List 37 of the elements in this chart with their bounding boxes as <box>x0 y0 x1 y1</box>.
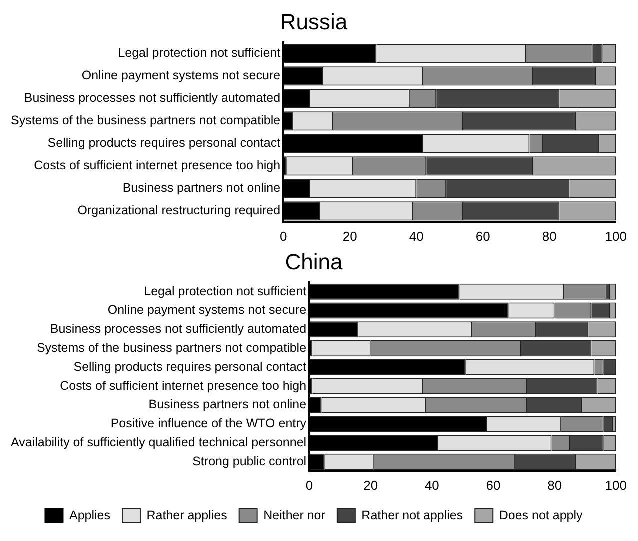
y-tick-label: Online payment systems not secure <box>108 303 307 318</box>
x-tick-label: 80 <box>548 478 562 493</box>
x-tick-label: 0 <box>306 478 314 493</box>
y-tick-label: Business processes not sufficiently automated <box>24 91 281 106</box>
y-tick-label: Selling products requires personal contact <box>74 360 308 374</box>
x-tick-label: 40 <box>424 478 440 493</box>
y-tick-label: Business partners not online <box>148 398 307 412</box>
x-tick-label: 0 <box>280 228 288 244</box>
y-tick-label: Legal protection not sufficient <box>144 284 308 298</box>
y-tick-label: Selling products requires personal contact <box>48 136 282 150</box>
x-tick-label: 80 <box>542 228 557 244</box>
x-tick-label: 20 <box>342 228 358 244</box>
legend-label: Rather not applies <box>362 508 464 522</box>
y-tick-label: Costs of sufficient internet presence too high <box>34 158 281 173</box>
y-tick-label: Availability of sufficiently qualified technical personnel <box>11 436 307 450</box>
x-tick-label: 60 <box>486 478 501 493</box>
x-tick-label: 100 <box>605 478 628 493</box>
chart-title: Russia <box>280 9 348 34</box>
legend-label: Does not apply <box>499 508 584 522</box>
y-tick-label: Positive influence of the WTO entry <box>110 416 308 431</box>
legend-label: Neither nor <box>264 508 326 522</box>
y-tick-label: Strong public control <box>192 454 307 468</box>
y-tick-label: Online payment systems not secure <box>82 68 281 83</box>
x-tick-label: 100 <box>605 228 628 244</box>
chart-title: China <box>285 249 344 274</box>
legend-label: Applies <box>69 508 110 522</box>
x-tick-label: 20 <box>364 478 378 493</box>
y-tick-label: Organizational restructuring required <box>78 204 281 218</box>
y-tick-label: Systems of the business partners not compatible <box>10 114 281 128</box>
y-tick-label: Business partners not online <box>122 181 281 196</box>
y-tick-label: Costs of sufficient internet presence too high <box>60 378 307 393</box>
y-tick-label: Legal protection not sufficient <box>118 46 282 60</box>
legend-label: Rather applies <box>146 508 228 522</box>
x-tick-label: 60 <box>476 228 490 244</box>
y-tick-label: Business processes not sufficiently automated <box>50 322 307 336</box>
x-tick-label: 40 <box>409 228 424 244</box>
y-tick-label: Systems of the business partners not compatible <box>36 341 307 356</box>
